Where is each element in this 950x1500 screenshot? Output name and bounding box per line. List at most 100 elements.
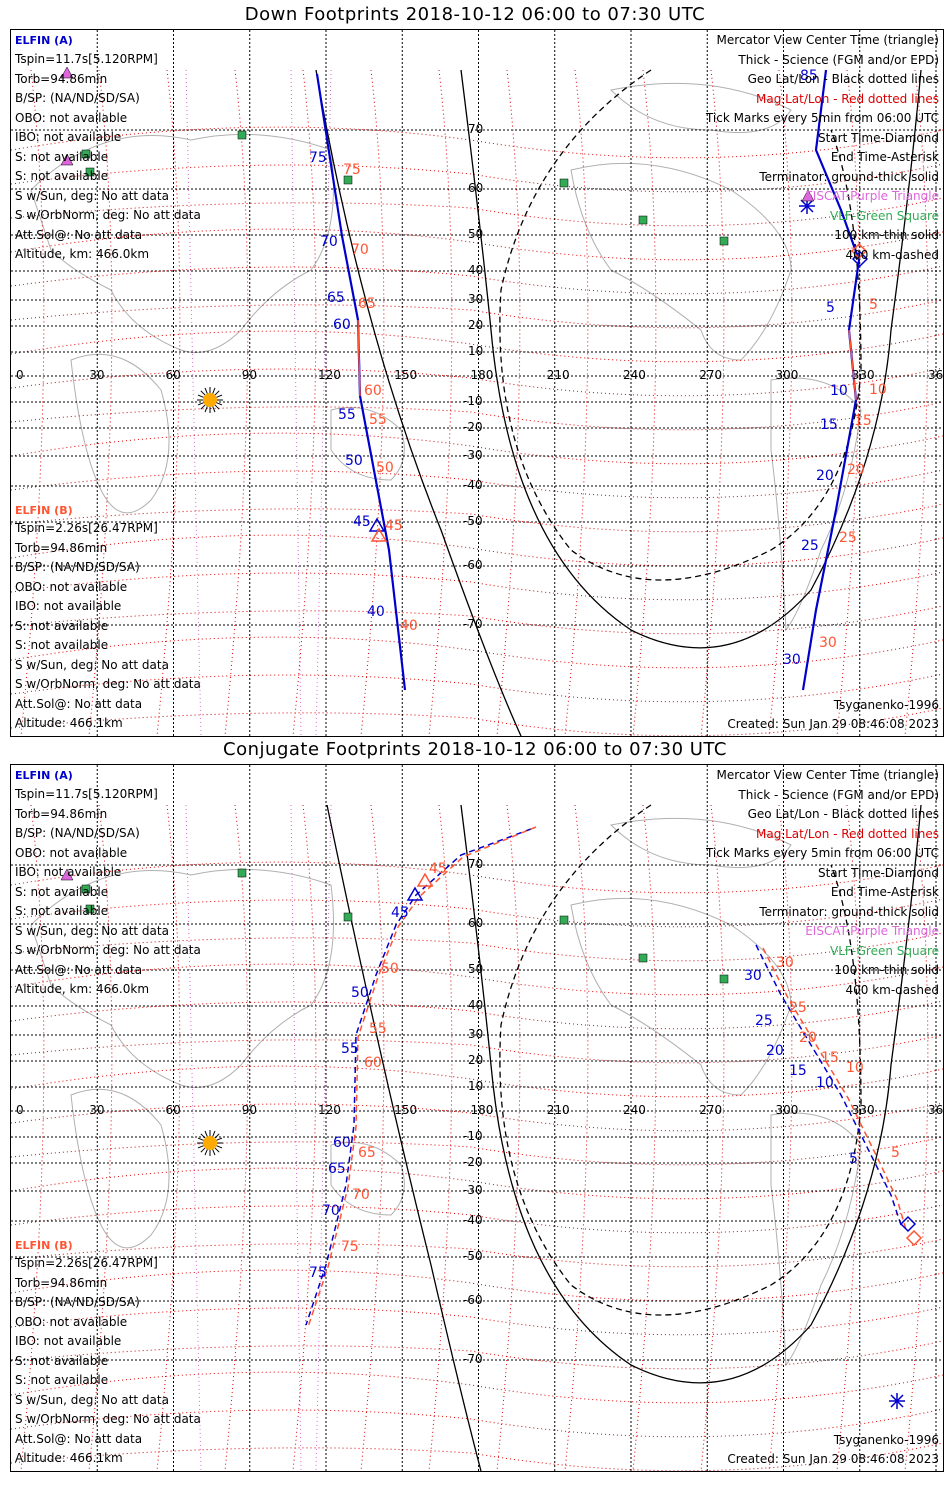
track-a-science (315, 73, 407, 691)
start-time-diamond (899, 1215, 917, 1233)
track-a-tick-label: 60 (333, 317, 351, 333)
legend-line: Terminator: ground-thick solid (759, 904, 939, 919)
lon-tick-label: 150 (394, 368, 418, 382)
terminator (315, 69, 922, 736)
legend-line: VLF-Green Square (830, 943, 939, 958)
sat-a-info-line: Torb=94.86min (15, 71, 108, 86)
end-time-asterisk (799, 198, 815, 214)
vlf-station-marker (638, 953, 648, 963)
sat-b-info-line: S w/OrbNorm, deg: No att data (15, 1412, 201, 1426)
sat-b-info-line: Torb=94.86min (15, 1275, 108, 1290)
start-time-diamond (851, 250, 869, 268)
sat-b-info-line: S: not available (15, 1353, 109, 1368)
down-footprints-map: 0 30 60 90 120 150 180 210 240 270 300 330 360 70 60 50… (10, 29, 944, 737)
model-label: Tsyganenko-1996 (833, 698, 939, 712)
lat-tick-label: 70 (468, 122, 484, 136)
track-b-tick-label: 20 (799, 1030, 817, 1046)
track-b-tick-label: 25 (789, 1000, 807, 1016)
vlf-station-marker (638, 215, 648, 225)
track-a-tick-label: 20 (816, 468, 834, 484)
track-b-segment (357, 319, 361, 397)
vlf-station-marker (81, 884, 91, 894)
sat-a-info-line: B/SP: (NA/ND/SD/SA) (15, 91, 140, 105)
sat-a-info-line: S: not available (15, 169, 109, 183)
legend-line: VLF-Green Square (830, 208, 939, 223)
sat-b-name: ELFIN (B) (15, 504, 73, 517)
track-b-tick-label: 50 (381, 961, 399, 977)
track-a-tick-label: 10 (816, 1075, 834, 1091)
track-a-tick-label: 70 (322, 1203, 340, 1219)
track-a-tick-label: 75 (309, 150, 327, 166)
legend-line: Thick - Science (FGM and/or EPD) (738, 52, 939, 67)
vlf-station-marker (559, 178, 569, 188)
sat-a-info-line: Tspin=11.7s[5.120RPM] (15, 787, 158, 801)
map-canvas (11, 30, 943, 736)
end-time-asterisk (889, 1393, 905, 1409)
sat-b-info-line: Torb=94.86min (15, 540, 108, 555)
sat-b-info-line: B/SP: (NA/ND/SD/SA) (15, 560, 140, 574)
eiscat-triangle-icon (60, 66, 74, 79)
sat-a-info-line: IBO: not available (15, 865, 122, 879)
continent-outlines (30, 82, 862, 632)
legend-line: Start Time-Diamond (817, 130, 939, 145)
lon-tick-label: 180 (470, 1103, 494, 1117)
sat-b-info-line: S: not available (15, 638, 109, 652)
sat-b-info-line: S: not available (15, 1373, 109, 1387)
center-time-triangle (416, 872, 434, 887)
track-a-tick-label: 15 (789, 1063, 807, 1079)
track-a-tick-label: 25 (801, 538, 819, 554)
legend-line: End Time-Asterisk (830, 885, 939, 899)
eiscat-triangle-icon (60, 153, 74, 166)
created-timestamp: Created: Sun Jan 29 08:46:08 2023 (727, 1452, 939, 1466)
track-a-tick-label: 10 (830, 383, 848, 399)
lat-tick-label: -30 (463, 448, 483, 462)
track-b-tick-label: 30 (819, 635, 837, 651)
sat-a-info-line: Torb=94.86min (15, 806, 108, 821)
vlf-station-marker (343, 912, 353, 922)
track-a-tick-label: 50 (345, 453, 363, 469)
track-b-tick-label: 60 (364, 383, 382, 399)
vlf-station-marker (237, 868, 247, 878)
sat-b-info-line: IBO: not available (15, 1334, 122, 1348)
lon-tick-label: 180 (470, 368, 494, 382)
track-b-tick-label: 55 (369, 412, 387, 428)
track-b-tick-label: 75 (343, 162, 361, 178)
lat-tick-label: -70 (463, 1352, 483, 1366)
legend-line: 100 km-thin solid (834, 228, 939, 242)
track-a-tick-label: 65 (328, 1161, 346, 1177)
track-b-tick-label: 25 (839, 530, 857, 546)
vlf-station-marker (237, 130, 247, 140)
track-b-tick-label: 70 (352, 1187, 370, 1203)
track-a-tick-label: 30 (744, 968, 762, 984)
eiscat-triangle-icon (60, 868, 74, 881)
sat-b-info-line: S w/Sun, deg: No att data (15, 657, 169, 672)
lon-tick-label: 210 (546, 1103, 570, 1117)
sat-b-info-line: IBO: not available (15, 599, 122, 613)
track-b-tick-label: 45 (385, 518, 403, 534)
track-a-tick-label: 70 (320, 234, 338, 250)
lat-tick-label: -20 (463, 1155, 483, 1169)
lon-tick-label: 150 (394, 1103, 418, 1117)
sat-b-name: ELFIN (B) (15, 1239, 73, 1252)
legend-line: Mercator View Center Time (triangle) (716, 33, 939, 47)
lat-tick-label: 40 (468, 998, 484, 1012)
track-b-tick-label: 40 (400, 618, 418, 634)
sat-a-info-line: Altitude, km: 466.0km (15, 982, 150, 996)
legend-line: 100 km-thin solid (834, 963, 939, 977)
geo-grid (11, 765, 943, 1471)
track-b-tick-label: 15 (821, 1050, 839, 1066)
legend-line: Thick - Science (FGM and/or EPD) (738, 787, 939, 802)
vlf-station-marker (85, 167, 95, 177)
lon-tick-label: 60 (165, 1103, 181, 1117)
map-canvas (11, 765, 943, 1471)
track-a-tick-label: 55 (338, 407, 356, 423)
lon-tick-label: 300 (775, 1103, 799, 1117)
sat-b-info-line: Att.Sol@: No att data (15, 696, 143, 711)
track-a-tick-label: 15 (820, 417, 838, 433)
vlf-station-marker (81, 149, 91, 159)
lat-tick-label: 70 (468, 857, 484, 871)
legend-line: Mag Lat/Lon - Red dotted lines (755, 826, 939, 841)
lat-tick-label: -60 (463, 1293, 483, 1307)
lat-tick-label: -40 (463, 1213, 483, 1227)
sat-a-info-line: OBO: not available (15, 110, 128, 125)
